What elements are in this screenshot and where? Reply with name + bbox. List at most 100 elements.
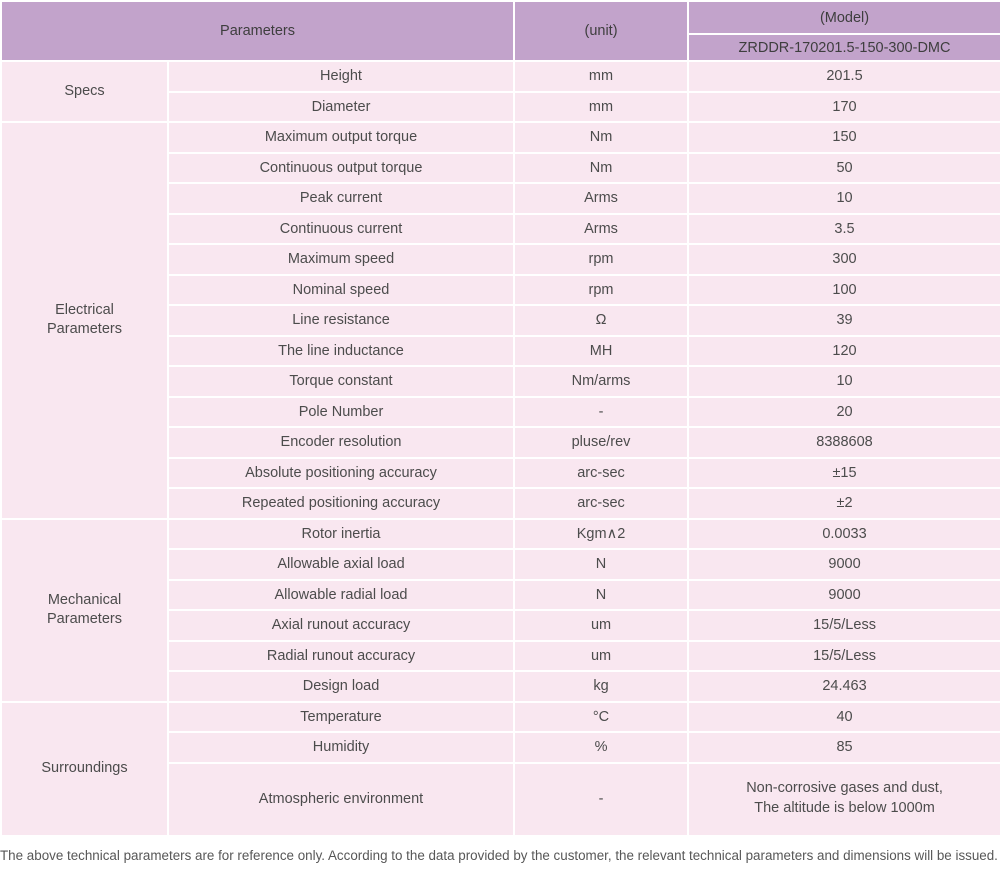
parameter-cell: Rotor inertia	[166, 517, 516, 550]
table-row: Continuous current Arms 3.5	[1, 212, 1000, 245]
table-row: Radial runout accuracy um 15/5/Less	[1, 639, 1000, 672]
unit-cell: Arms	[513, 182, 690, 215]
unit-cell: pluse/rev	[513, 426, 690, 459]
parameter-cell: Allowable axial load	[166, 548, 516, 581]
value-cell: 170	[687, 90, 1000, 123]
parameter-cell: Pole Number	[166, 395, 516, 428]
unit-cell: Kgm∧2	[513, 517, 690, 550]
unit-cell: %	[513, 731, 690, 764]
table-row: Encoder resolution pluse/rev 8388608	[1, 426, 1000, 459]
unit-cell: mm	[513, 60, 690, 93]
value-cell: 120	[687, 334, 1000, 367]
table-row: Peak current Arms 10	[1, 182, 1000, 215]
table-row: Humidity% 85	[1, 731, 1000, 764]
table-row: The line inductance MH 120	[1, 334, 1000, 367]
parameter-cell: Line resistance	[166, 304, 516, 337]
header-model: (Model)	[687, 0, 1000, 35]
parameter-cell: Design load	[166, 670, 516, 703]
parameter-cell: Maximum speed	[166, 243, 516, 276]
table-row: Specs Height mm 201.5	[0, 60, 1000, 123]
value-cell: 50	[687, 151, 1000, 184]
parameter-cell: Torque constant	[166, 365, 516, 398]
footer-note: The above technical parameters are for r…	[0, 847, 998, 863]
value-cell: 9000	[687, 578, 1000, 611]
table-row: Repeated positioning accuracy arc-sec ±2	[1, 487, 1000, 520]
table-row: Mechanical Parameters Rotor inertia Kgm∧2 0.…	[0, 517, 1000, 703]
unit-cell: um	[513, 639, 690, 672]
parameter-cell: Continuous current	[166, 212, 516, 245]
table-row: Design load kg 24.463	[1, 670, 1000, 703]
unit-cell: Ω	[513, 304, 690, 337]
value-cell: 0.0033	[687, 517, 1000, 550]
value-cell: 150	[687, 121, 1000, 154]
section-label-cell: Electrical Parameters	[0, 121, 169, 520]
unit-cell: N	[513, 548, 690, 581]
parameter-cell: Nominal speed	[166, 273, 516, 306]
value-cell: 201.5	[687, 60, 1000, 93]
table-row: Electrical Parameters Maximum output torqu…	[0, 121, 1000, 520]
table-row: Maximum speed rpm 300	[1, 243, 1000, 276]
value-cell: 39	[687, 304, 1000, 337]
table-row: Surroundings Temperature °C 40	[0, 700, 1000, 837]
header-row-2: ZRDDR-170201.5-150-300-DMC	[1, 33, 1000, 62]
parameter-cell: Absolute positioning accuracy	[166, 456, 516, 489]
value-cell: 10	[687, 182, 1000, 215]
value-cell: 40	[687, 700, 1000, 733]
parameter-cell: Maximum output torque	[166, 121, 516, 154]
value-cell: 100	[687, 273, 1000, 306]
unit-cell: Nm	[513, 151, 690, 184]
parameter-cell: Continuous output torque	[166, 151, 516, 184]
header-unit: (unit)	[513, 0, 690, 62]
value-cell: ±15	[687, 456, 1000, 489]
table-row: Atmospheric environment - Non-corrosive ga…	[1, 761, 1000, 837]
value-cell: 24.463	[687, 670, 1000, 703]
unit-cell: MH	[513, 334, 690, 367]
unit-cell: rpm	[513, 243, 690, 276]
table-row: Line resistance Ω 39	[1, 304, 1000, 337]
table-body: Specs Height mm 201.5 Diameter mm 170 Electrica…	[0, 60, 1000, 837]
parameter-cell: Temperature	[166, 700, 516, 733]
unit-cell: mm	[513, 90, 690, 123]
table-header: Parameters (unit) (Model) ZRDDR-170201.5…	[0, 0, 1000, 62]
value-cell: 300	[687, 243, 1000, 276]
value-cell: 9000	[687, 548, 1000, 581]
parameter-cell: Allowable radial load	[166, 578, 516, 611]
table-row: Diameter mm 170	[1, 90, 1000, 123]
value-cell: 3.5	[687, 212, 1000, 245]
parameter-cell: Radial runout accuracy	[166, 639, 516, 672]
table-row: Absolute positioning accuracy arc-sec ±15	[1, 456, 1000, 489]
table-row: Torque constant Nm/arms 10	[1, 365, 1000, 398]
parameter-cell: Humidity	[166, 731, 516, 764]
parameter-cell: Atmospheric environment	[166, 761, 516, 837]
parameter-cell: Encoder resolution	[166, 426, 516, 459]
parameter-cell: The line inductance	[166, 334, 516, 367]
unit-cell: Nm	[513, 121, 690, 154]
unit-cell: Arms	[513, 212, 690, 245]
table-row: Pole Number -20	[1, 395, 1000, 428]
value-cell: 20	[687, 395, 1000, 428]
unit-cell: °C	[513, 700, 690, 733]
parameter-cell: Diameter	[166, 90, 516, 123]
section-label-cell: Mechanical Parameters	[0, 517, 169, 703]
unit-cell: arc-sec	[513, 487, 690, 520]
header-parameters: Parameters	[0, 0, 516, 62]
section-label-cell: Specs	[0, 60, 169, 123]
value-cell: 15/5/Less	[687, 609, 1000, 642]
value-cell: 85	[687, 731, 1000, 764]
value-cell: ±2	[687, 487, 1000, 520]
parameters-table: Parameters (unit) (Model) ZRDDR-170201.5…	[0, 0, 1000, 837]
table-row: Continuous output torque Nm 50	[1, 151, 1000, 184]
unit-cell: N	[513, 578, 690, 611]
unit-cell: -	[513, 761, 690, 837]
parameter-cell: Height	[166, 60, 516, 93]
unit-cell: Nm/arms	[513, 365, 690, 398]
model-number: ZRDDR-170201.5-150-300-DMC	[687, 33, 1000, 62]
section-label-cell: Surroundings	[0, 700, 169, 837]
unit-cell: um	[513, 609, 690, 642]
unit-cell: -	[513, 395, 690, 428]
parameter-cell: Peak current	[166, 182, 516, 215]
parameter-cell: Axial runout accuracy	[166, 609, 516, 642]
value-cell: 10	[687, 365, 1000, 398]
header-row-1: Parameters (unit) (Model)	[0, 0, 1000, 62]
parameter-cell: Repeated positioning accuracy	[166, 487, 516, 520]
